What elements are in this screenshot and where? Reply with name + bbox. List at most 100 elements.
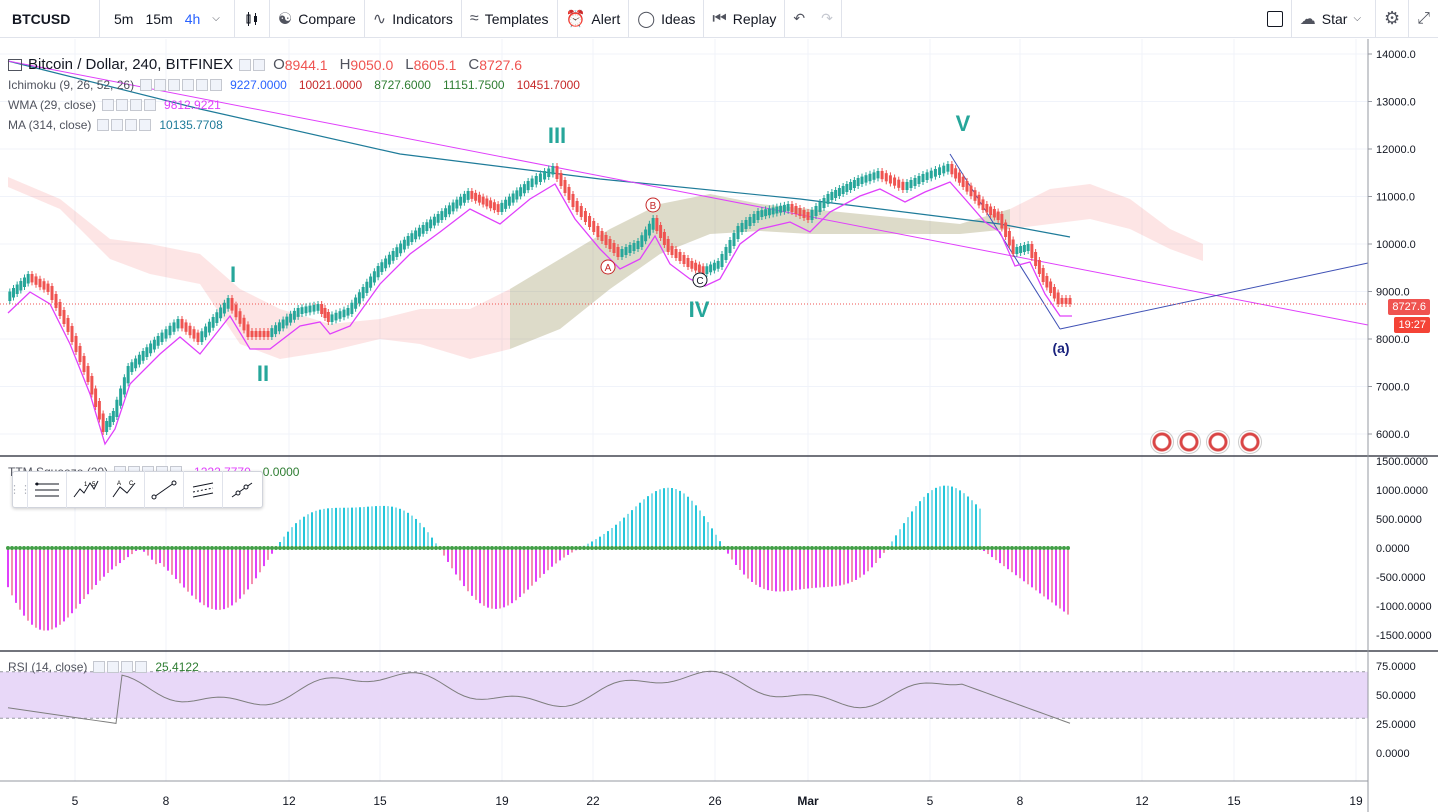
wma-buttons[interactable] [102, 99, 157, 111]
ttm-dot [106, 546, 110, 550]
fullscreen-toggle-button[interactable] [1259, 0, 1292, 38]
economic-event-flag-icon[interactable] [1177, 430, 1201, 454]
replay-label: Replay [732, 10, 777, 27]
redo-button[interactable]: ↷ [813, 0, 842, 38]
candle-body [592, 221, 596, 232]
candle-body [94, 388, 98, 407]
candle-body [369, 276, 373, 288]
ttm-dot [414, 546, 418, 550]
candle-body [782, 204, 786, 212]
legend-buttons[interactable] [239, 58, 266, 71]
symbol-search[interactable]: BTCUSD [0, 0, 100, 38]
ttm-dot [466, 546, 470, 550]
ttm-dot [202, 546, 206, 550]
trend-line-tool[interactable] [144, 471, 183, 508]
ttm-dot [1042, 546, 1046, 550]
ttm-dot [814, 546, 818, 550]
candle-body [489, 200, 493, 209]
ttm-dot [150, 546, 154, 550]
ttm-dot [114, 546, 118, 550]
ichimoku-name: Ichimoku (9, 26, 52, 26) [8, 78, 135, 92]
ttm-dot [482, 546, 486, 550]
templates-button[interactable]: ≈ Templates [462, 0, 558, 38]
candle-body [798, 208, 802, 216]
ttm-dot [826, 546, 830, 550]
settings-button[interactable]: ⚙ [1376, 0, 1410, 38]
candle-body [913, 178, 917, 186]
chart-type-button[interactable] [235, 0, 270, 38]
ttm-dot [614, 546, 618, 550]
candle-body [326, 312, 330, 322]
ttm-dot [462, 546, 466, 550]
ttm-dot [870, 546, 874, 550]
ttm-dot [286, 546, 290, 550]
candle-body [744, 220, 748, 229]
candle-body [462, 193, 466, 203]
candle-body [300, 307, 304, 314]
rsi-buttons[interactable] [93, 661, 148, 673]
indicators-button[interactable]: ∿ Indicators [365, 0, 462, 38]
candle-body [470, 191, 474, 199]
time-tick-label: 19 [1349, 794, 1363, 808]
chart-settings-icon[interactable] [8, 58, 22, 71]
alert-button[interactable]: ⏰ Alert [558, 0, 630, 38]
economic-event-flag-icon[interactable] [1150, 430, 1174, 454]
ideas-button[interactable]: ◯ Ideas [629, 0, 705, 38]
candle-body [145, 347, 149, 357]
parallel-channel-tool[interactable] [183, 471, 222, 508]
candle-body [728, 240, 732, 253]
candle-body [74, 336, 78, 352]
ttm-dot [30, 546, 34, 550]
ttm-dot [606, 546, 610, 550]
economic-event-flag-icon[interactable] [1206, 430, 1230, 454]
candle-body [350, 302, 354, 314]
ttm-dot [850, 546, 854, 550]
ray-icon [231, 482, 253, 497]
star-button[interactable]: ☁ Star ⌵ [1292, 0, 1377, 38]
ichimoku-buttons[interactable] [140, 79, 223, 91]
candle-body [323, 308, 327, 318]
drag-handle[interactable]: ⋮⋮ [9, 484, 31, 496]
ttm-dot [126, 546, 130, 550]
ttm-dot [82, 546, 86, 550]
ttm-dot [94, 546, 98, 550]
economic-event-flag-icon[interactable] [1238, 430, 1262, 454]
candle-body [1045, 276, 1049, 288]
ttm-dot [362, 546, 366, 550]
rsi-tick-label: 25.0000 [1376, 719, 1416, 731]
candle-body [361, 287, 365, 299]
interval-4h[interactable]: 4h [184, 10, 201, 27]
undo-button[interactable]: ↶ [785, 0, 813, 38]
replay-button[interactable]: ⏮ Replay [704, 0, 786, 38]
ichimoku-legend: Ichimoku (9, 26, 52, 26) 9227.0000 10021… [8, 78, 592, 92]
ray-tool[interactable] [222, 471, 261, 508]
candle-body [965, 181, 969, 192]
ttm-dot [494, 546, 498, 550]
ma-buttons[interactable] [97, 119, 152, 131]
ttm-dot [930, 546, 934, 550]
interval-5m[interactable]: 5m [114, 10, 134, 27]
ttm-dot [110, 546, 114, 550]
ttm-dot [402, 546, 406, 550]
expand-button[interactable]: ⤢ [1409, 0, 1438, 38]
candle-body [694, 262, 698, 271]
time-tick-label: 22 [586, 794, 600, 808]
ttm-dot [374, 546, 378, 550]
chevron-down-icon[interactable]: ⌵ [212, 13, 220, 24]
candle-body [230, 298, 234, 311]
ttm-dot [998, 546, 1002, 550]
ttm-dot [962, 546, 966, 550]
candle-body [511, 193, 515, 203]
compare-button[interactable]: ☯ Compare [270, 0, 365, 38]
horizontal-lines-tool[interactable] [27, 471, 66, 508]
candle-body [459, 196, 463, 206]
interval-15m[interactable]: 15m [145, 10, 173, 27]
ttm-dot [278, 546, 282, 550]
ttm-dot [950, 546, 954, 550]
candle-body [304, 306, 308, 314]
ttm-dot [178, 546, 182, 550]
ttm-dot [138, 546, 142, 550]
